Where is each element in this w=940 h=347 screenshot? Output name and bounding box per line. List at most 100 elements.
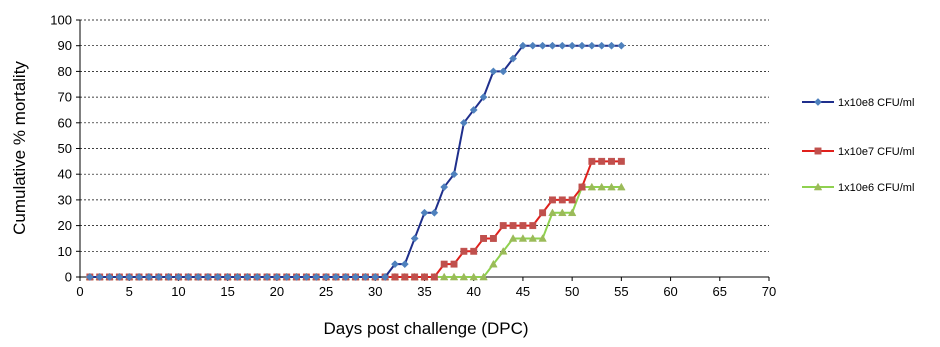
series-2-point bbox=[608, 157, 615, 165]
series-1-point bbox=[263, 273, 271, 281]
series-2-point bbox=[401, 273, 409, 281]
legend-marker bbox=[814, 98, 822, 106]
series-3-point bbox=[499, 246, 508, 255]
y-tick-label-10: 10 bbox=[58, 244, 72, 259]
series-2-point bbox=[421, 273, 428, 281]
series-3-point bbox=[607, 182, 616, 191]
series-1-point bbox=[548, 41, 557, 50]
series-3-point bbox=[449, 272, 459, 281]
series-1-point bbox=[469, 105, 478, 114]
series-1-point bbox=[509, 54, 518, 63]
tick-labels: 0 10 20 30 40 50 60 70 80 90 100 0 5 10 15 20 25 30 35 40 45… bbox=[50, 13, 776, 300]
series-1-point bbox=[391, 260, 399, 269]
legend-marker bbox=[813, 182, 823, 191]
series-1-point bbox=[440, 183, 449, 192]
series-1-point bbox=[272, 273, 281, 281]
y-tick-label-70: 70 bbox=[58, 90, 72, 105]
series-1-point bbox=[489, 67, 498, 76]
series-1-point bbox=[95, 273, 104, 281]
series-2-point bbox=[480, 235, 488, 242]
series-2-point bbox=[588, 157, 596, 165]
legend-marker bbox=[814, 147, 822, 155]
x-tick-label-70: 70 bbox=[762, 284, 776, 299]
series-1-point bbox=[253, 273, 262, 281]
series-1-point bbox=[578, 41, 586, 50]
series-2-point bbox=[460, 247, 468, 255]
series-1-point bbox=[164, 273, 173, 281]
series-3-point bbox=[617, 182, 626, 191]
series-1-point bbox=[430, 208, 439, 217]
x-tick-label-5: 5 bbox=[126, 284, 133, 299]
y-tick-label-100: 100 bbox=[50, 13, 72, 28]
y-tick-label-30: 30 bbox=[58, 192, 72, 207]
series-2-point bbox=[440, 260, 448, 268]
series-1-point bbox=[115, 273, 124, 281]
series-1-point bbox=[174, 273, 183, 281]
series-3-point bbox=[479, 272, 488, 281]
legend: 1x10e8 CFU/ml 1x10e7 CFU/ml 1x10e6 CFU/ml bbox=[802, 97, 914, 194]
series-2-point bbox=[509, 222, 517, 230]
x-tick-label-10: 10 bbox=[171, 284, 185, 299]
series-1-point bbox=[528, 41, 537, 50]
legend-item-3: 1x10e6 CFU/ml bbox=[802, 182, 914, 194]
series-1-point bbox=[204, 273, 212, 281]
series-1-point bbox=[587, 41, 596, 50]
y-tick-label-90: 90 bbox=[58, 38, 72, 53]
series-2-point bbox=[568, 196, 576, 204]
x-tick-label-15: 15 bbox=[220, 284, 234, 299]
series-2-point bbox=[450, 260, 458, 268]
series-3-point bbox=[558, 208, 567, 217]
x-tick-label-50: 50 bbox=[565, 284, 579, 299]
series-2-point bbox=[411, 273, 419, 281]
x-tick-label-35: 35 bbox=[417, 284, 431, 299]
series-1-point bbox=[597, 41, 606, 50]
y-tick-label-60: 60 bbox=[58, 115, 72, 130]
x-tick-label-45: 45 bbox=[516, 284, 530, 299]
series-2-line bbox=[89, 160, 622, 278]
series-2-point bbox=[549, 196, 556, 204]
y-tick-label-20: 20 bbox=[58, 218, 72, 233]
series-2-point bbox=[470, 247, 478, 255]
series-lines bbox=[85, 41, 626, 281]
series-1 bbox=[85, 41, 626, 281]
series-3-point bbox=[518, 234, 528, 242]
series-1-point bbox=[154, 273, 163, 281]
series-1-point bbox=[400, 260, 409, 269]
x-tick-label-60: 60 bbox=[663, 284, 677, 299]
series-3-line bbox=[89, 186, 622, 278]
series-1-point bbox=[341, 273, 350, 281]
series-1-point bbox=[351, 273, 360, 281]
series-1-point bbox=[499, 67, 508, 76]
series-3-point bbox=[489, 259, 498, 268]
series-1-point bbox=[194, 273, 203, 281]
y-tick-label-50: 50 bbox=[58, 141, 72, 156]
x-tick-label-65: 65 bbox=[713, 284, 727, 299]
x-tick-label-55: 55 bbox=[614, 284, 628, 299]
series-1-point bbox=[223, 273, 232, 281]
x-tick-label-20: 20 bbox=[270, 284, 284, 299]
legend-item-2: 1x10e7 CFU/ml bbox=[802, 146, 914, 158]
series-1-point bbox=[381, 273, 390, 281]
series-1-point bbox=[85, 273, 94, 281]
series-1-point bbox=[568, 41, 577, 50]
series-3-point bbox=[469, 272, 478, 281]
series-1-point bbox=[420, 208, 429, 217]
series-2-point bbox=[529, 222, 537, 230]
series-1-point bbox=[144, 273, 153, 281]
series-1-point bbox=[213, 273, 222, 281]
series-1-point bbox=[518, 41, 527, 50]
y-tick-label-0: 0 bbox=[65, 270, 72, 285]
x-tick-label-0: 0 bbox=[76, 284, 83, 299]
x-tick-label-30: 30 bbox=[368, 284, 382, 299]
y-axis-title: Cumulative % mortality bbox=[10, 61, 29, 235]
series-1-point bbox=[450, 170, 458, 179]
series-2-point bbox=[539, 209, 547, 217]
series-1-point bbox=[459, 118, 468, 127]
series-3-point bbox=[528, 234, 537, 242]
series-1-point bbox=[361, 273, 370, 281]
series-2-point bbox=[391, 273, 399, 281]
series-2-point bbox=[519, 222, 527, 230]
series-1-point bbox=[371, 273, 380, 281]
series-1-point bbox=[617, 41, 626, 50]
